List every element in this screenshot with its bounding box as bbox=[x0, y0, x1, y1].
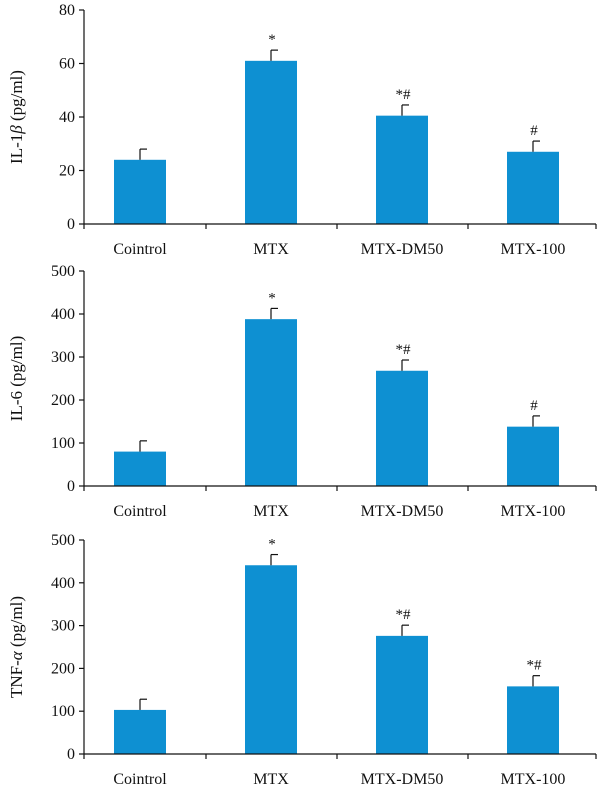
y-tick-label: 300 bbox=[51, 618, 75, 635]
y-tick-label: 400 bbox=[51, 575, 75, 592]
bar-mtx-100 bbox=[507, 426, 559, 486]
significance-label: # bbox=[530, 123, 538, 139]
y-tick-label: 60 bbox=[59, 56, 75, 73]
bar-cointrol bbox=[114, 709, 166, 754]
chart-panel-3: * *# *# 0 100 200 300 400 500 Cointrol MTX MTX-DM50… bbox=[7, 532, 597, 788]
y-tick-label: 40 bbox=[59, 109, 75, 126]
y-tick-label: 500 bbox=[51, 263, 75, 280]
x-tick-label: MTX-DM50 bbox=[361, 503, 444, 520]
significance-label: *# bbox=[396, 342, 412, 358]
bar-mtx-100 bbox=[507, 686, 559, 754]
significance-label: * bbox=[268, 32, 276, 48]
y-tick-label: 20 bbox=[59, 163, 75, 180]
y-tick-label: 0 bbox=[67, 216, 75, 233]
y-tick-label: 200 bbox=[51, 392, 75, 409]
y-tick-label: 100 bbox=[51, 703, 75, 720]
y-axis-label-part: IL-1 bbox=[7, 134, 26, 164]
y-tick-label: 200 bbox=[51, 660, 75, 677]
y-axis-label-symbol: β bbox=[7, 125, 26, 135]
significance-label: * bbox=[268, 290, 276, 306]
x-tick-label: Cointrol bbox=[113, 771, 167, 788]
significance-label: *# bbox=[396, 607, 412, 623]
x-tick-label: MTX-DM50 bbox=[361, 771, 444, 788]
y-tick-label: 500 bbox=[51, 532, 75, 549]
y-axis-label: TNF-α (pg/ml) bbox=[7, 596, 26, 698]
x-tick-label: MTX-100 bbox=[501, 771, 566, 788]
bar-mtx bbox=[245, 60, 297, 225]
bar-mtx bbox=[245, 319, 297, 486]
chart-panel-1: * *# #0 20 40 60 80 Cointrol MTX MTX-DM50 MTX-100 I… bbox=[7, 2, 597, 258]
bar-cointrol bbox=[114, 451, 166, 486]
y-axis-label: IL-1β (pg/ml) bbox=[7, 70, 26, 164]
x-tick-label: MTX-100 bbox=[501, 241, 566, 258]
bar-mtx bbox=[245, 565, 297, 754]
significance-label: *# bbox=[396, 87, 412, 103]
y-tick-label: 100 bbox=[51, 435, 75, 452]
bar-mtx-dm50 bbox=[376, 370, 428, 486]
bar-mtx-100 bbox=[507, 151, 559, 224]
significance-label: * bbox=[268, 537, 276, 553]
x-tick-label: MTX-100 bbox=[501, 503, 566, 520]
y-tick-label: 0 bbox=[67, 746, 75, 763]
bar-mtx-dm50 bbox=[376, 115, 428, 224]
bar-mtx-dm50 bbox=[376, 635, 428, 754]
y-tick-label: 0 bbox=[67, 478, 75, 495]
y-axis-label-unit: (pg/ml) bbox=[7, 70, 26, 125]
y-axis-label-part: IL-6 (pg/ml) bbox=[7, 336, 26, 421]
y-axis-label-symbol: α bbox=[7, 650, 26, 660]
y-axis-label-unit: (pg/ml) bbox=[7, 596, 26, 651]
x-tick-label: Cointrol bbox=[113, 503, 167, 520]
significance-label: # bbox=[530, 398, 538, 414]
y-axis-label-part: TNF- bbox=[7, 660, 26, 698]
y-tick-label: 400 bbox=[51, 306, 75, 323]
y-tick-label: 300 bbox=[51, 349, 75, 366]
y-tick-label: 80 bbox=[59, 2, 75, 19]
x-tick-label: MTX bbox=[253, 771, 289, 788]
x-tick-label: MTX bbox=[253, 503, 289, 520]
x-tick-label: MTX bbox=[253, 241, 289, 258]
y-axis-label: IL-6 (pg/ml) bbox=[7, 336, 26, 421]
x-tick-label: MTX-DM50 bbox=[361, 241, 444, 258]
x-tick-label: Cointrol bbox=[113, 241, 167, 258]
chart-panel-2: * *# #0 100 200 300 400 500 Cointrol MTX MTX-DM50 M… bbox=[7, 263, 597, 520]
significance-label: *# bbox=[527, 658, 543, 674]
bar-cointrol bbox=[114, 159, 166, 224]
